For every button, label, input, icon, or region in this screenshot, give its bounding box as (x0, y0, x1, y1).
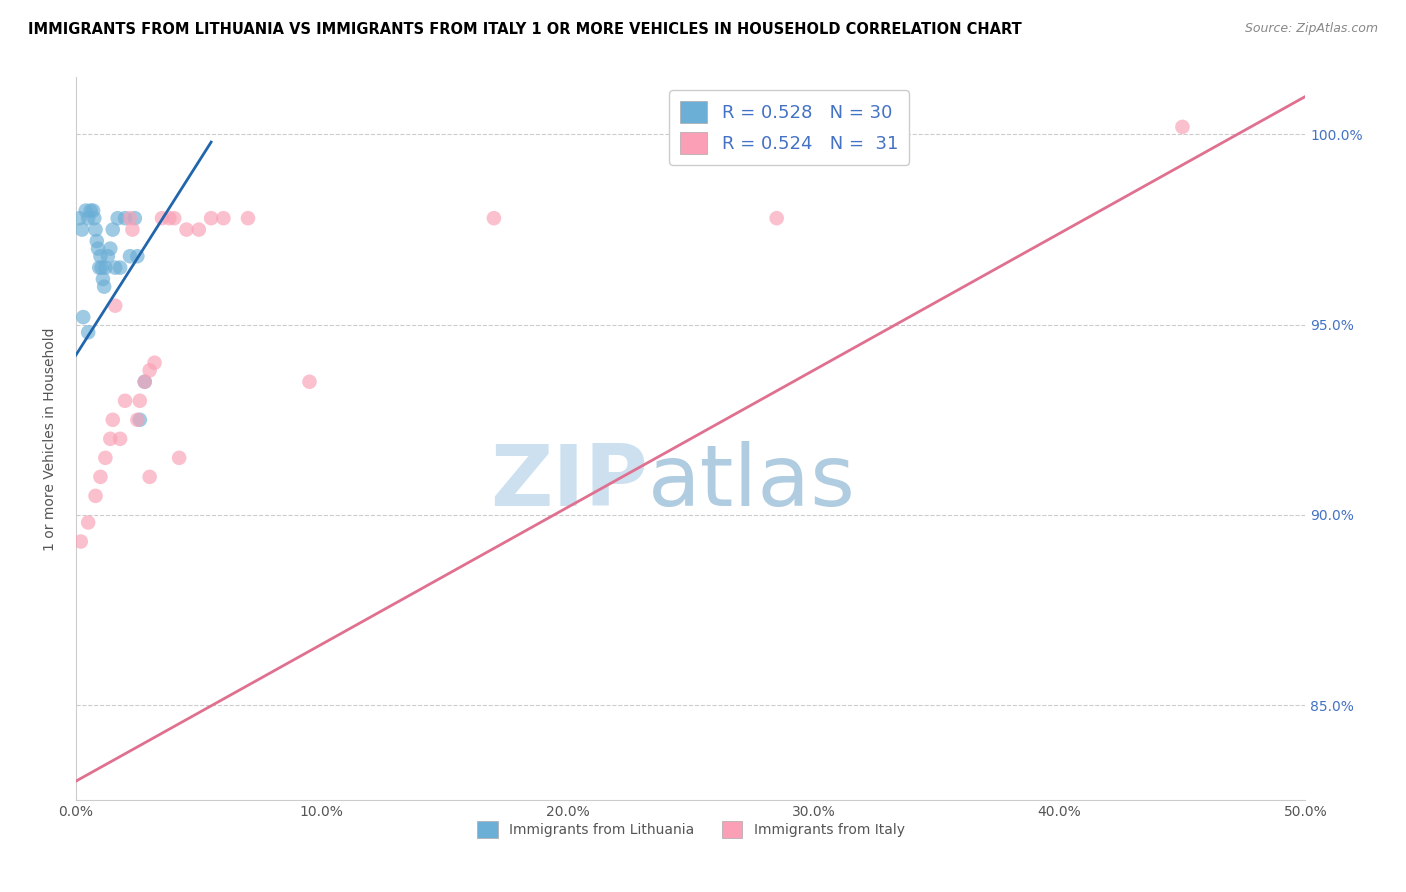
Point (101, 222, 124, 236)
Point (298, 375, 321, 389)
Point (98, 242, 121, 256)
Point (98, 432, 121, 446)
Point (176, 222, 198, 236)
Point (91, 272, 114, 286)
Point (150, 211, 173, 226)
Point (94, 260, 117, 275)
Point (128, 393, 150, 408)
Point (138, 470, 160, 484)
Legend: Immigrants from Lithuania, Immigrants from Italy: Immigrants from Lithuania, Immigrants fr… (471, 816, 910, 844)
Point (127, 413, 149, 427)
Point (90, 260, 112, 275)
Point (94, 450, 117, 465)
Point (236, 211, 259, 226)
Point (200, 211, 222, 226)
Point (69, 534, 91, 549)
Point (89, 470, 111, 484)
Point (157, 211, 180, 226)
Point (104, 260, 127, 275)
Point (167, 450, 190, 465)
Point (134, 375, 156, 389)
Point (89, 249, 111, 263)
Point (84, 489, 107, 503)
Text: ZIP: ZIP (489, 441, 648, 524)
Point (72, 310, 94, 324)
Point (118, 249, 141, 263)
Point (138, 363, 160, 377)
Point (121, 222, 143, 236)
Point (69, 211, 91, 226)
Point (75, 203, 97, 218)
Point (107, 211, 129, 226)
Point (108, 432, 131, 446)
Point (1171, 120, 1194, 134)
Text: IMMIGRANTS FROM LITHUANIA VS IMMIGRANTS FROM ITALY 1 OR MORE VEHICLES IN HOUSEHO: IMMIGRANTS FROM LITHUANIA VS IMMIGRANTS … (28, 22, 1022, 37)
Point (97, 249, 120, 263)
Point (124, 211, 146, 226)
Point (79, 203, 101, 218)
Y-axis label: 1 or more Vehicles in Household: 1 or more Vehicles in Household (44, 327, 58, 550)
Point (77, 326, 100, 340)
Point (87, 242, 110, 256)
Point (143, 356, 166, 370)
Point (104, 299, 127, 313)
Point (93, 279, 115, 293)
Point (84, 222, 107, 236)
Point (77, 211, 100, 226)
Point (765, 211, 787, 226)
Point (212, 211, 235, 226)
Point (108, 260, 131, 275)
Point (118, 211, 141, 226)
Point (163, 211, 186, 226)
Point (70, 222, 93, 236)
Point (86, 234, 108, 248)
Point (82, 203, 104, 218)
Point (101, 413, 124, 427)
Text: Source: ZipAtlas.com: Source: ZipAtlas.com (1244, 22, 1378, 36)
Point (114, 393, 136, 408)
Point (482, 211, 505, 226)
Point (134, 375, 156, 389)
Text: atlas: atlas (648, 441, 856, 524)
Point (89, 260, 111, 275)
Point (83, 211, 105, 226)
Point (128, 413, 150, 427)
Point (114, 211, 136, 226)
Point (127, 249, 149, 263)
Point (77, 516, 100, 530)
Point (187, 222, 209, 236)
